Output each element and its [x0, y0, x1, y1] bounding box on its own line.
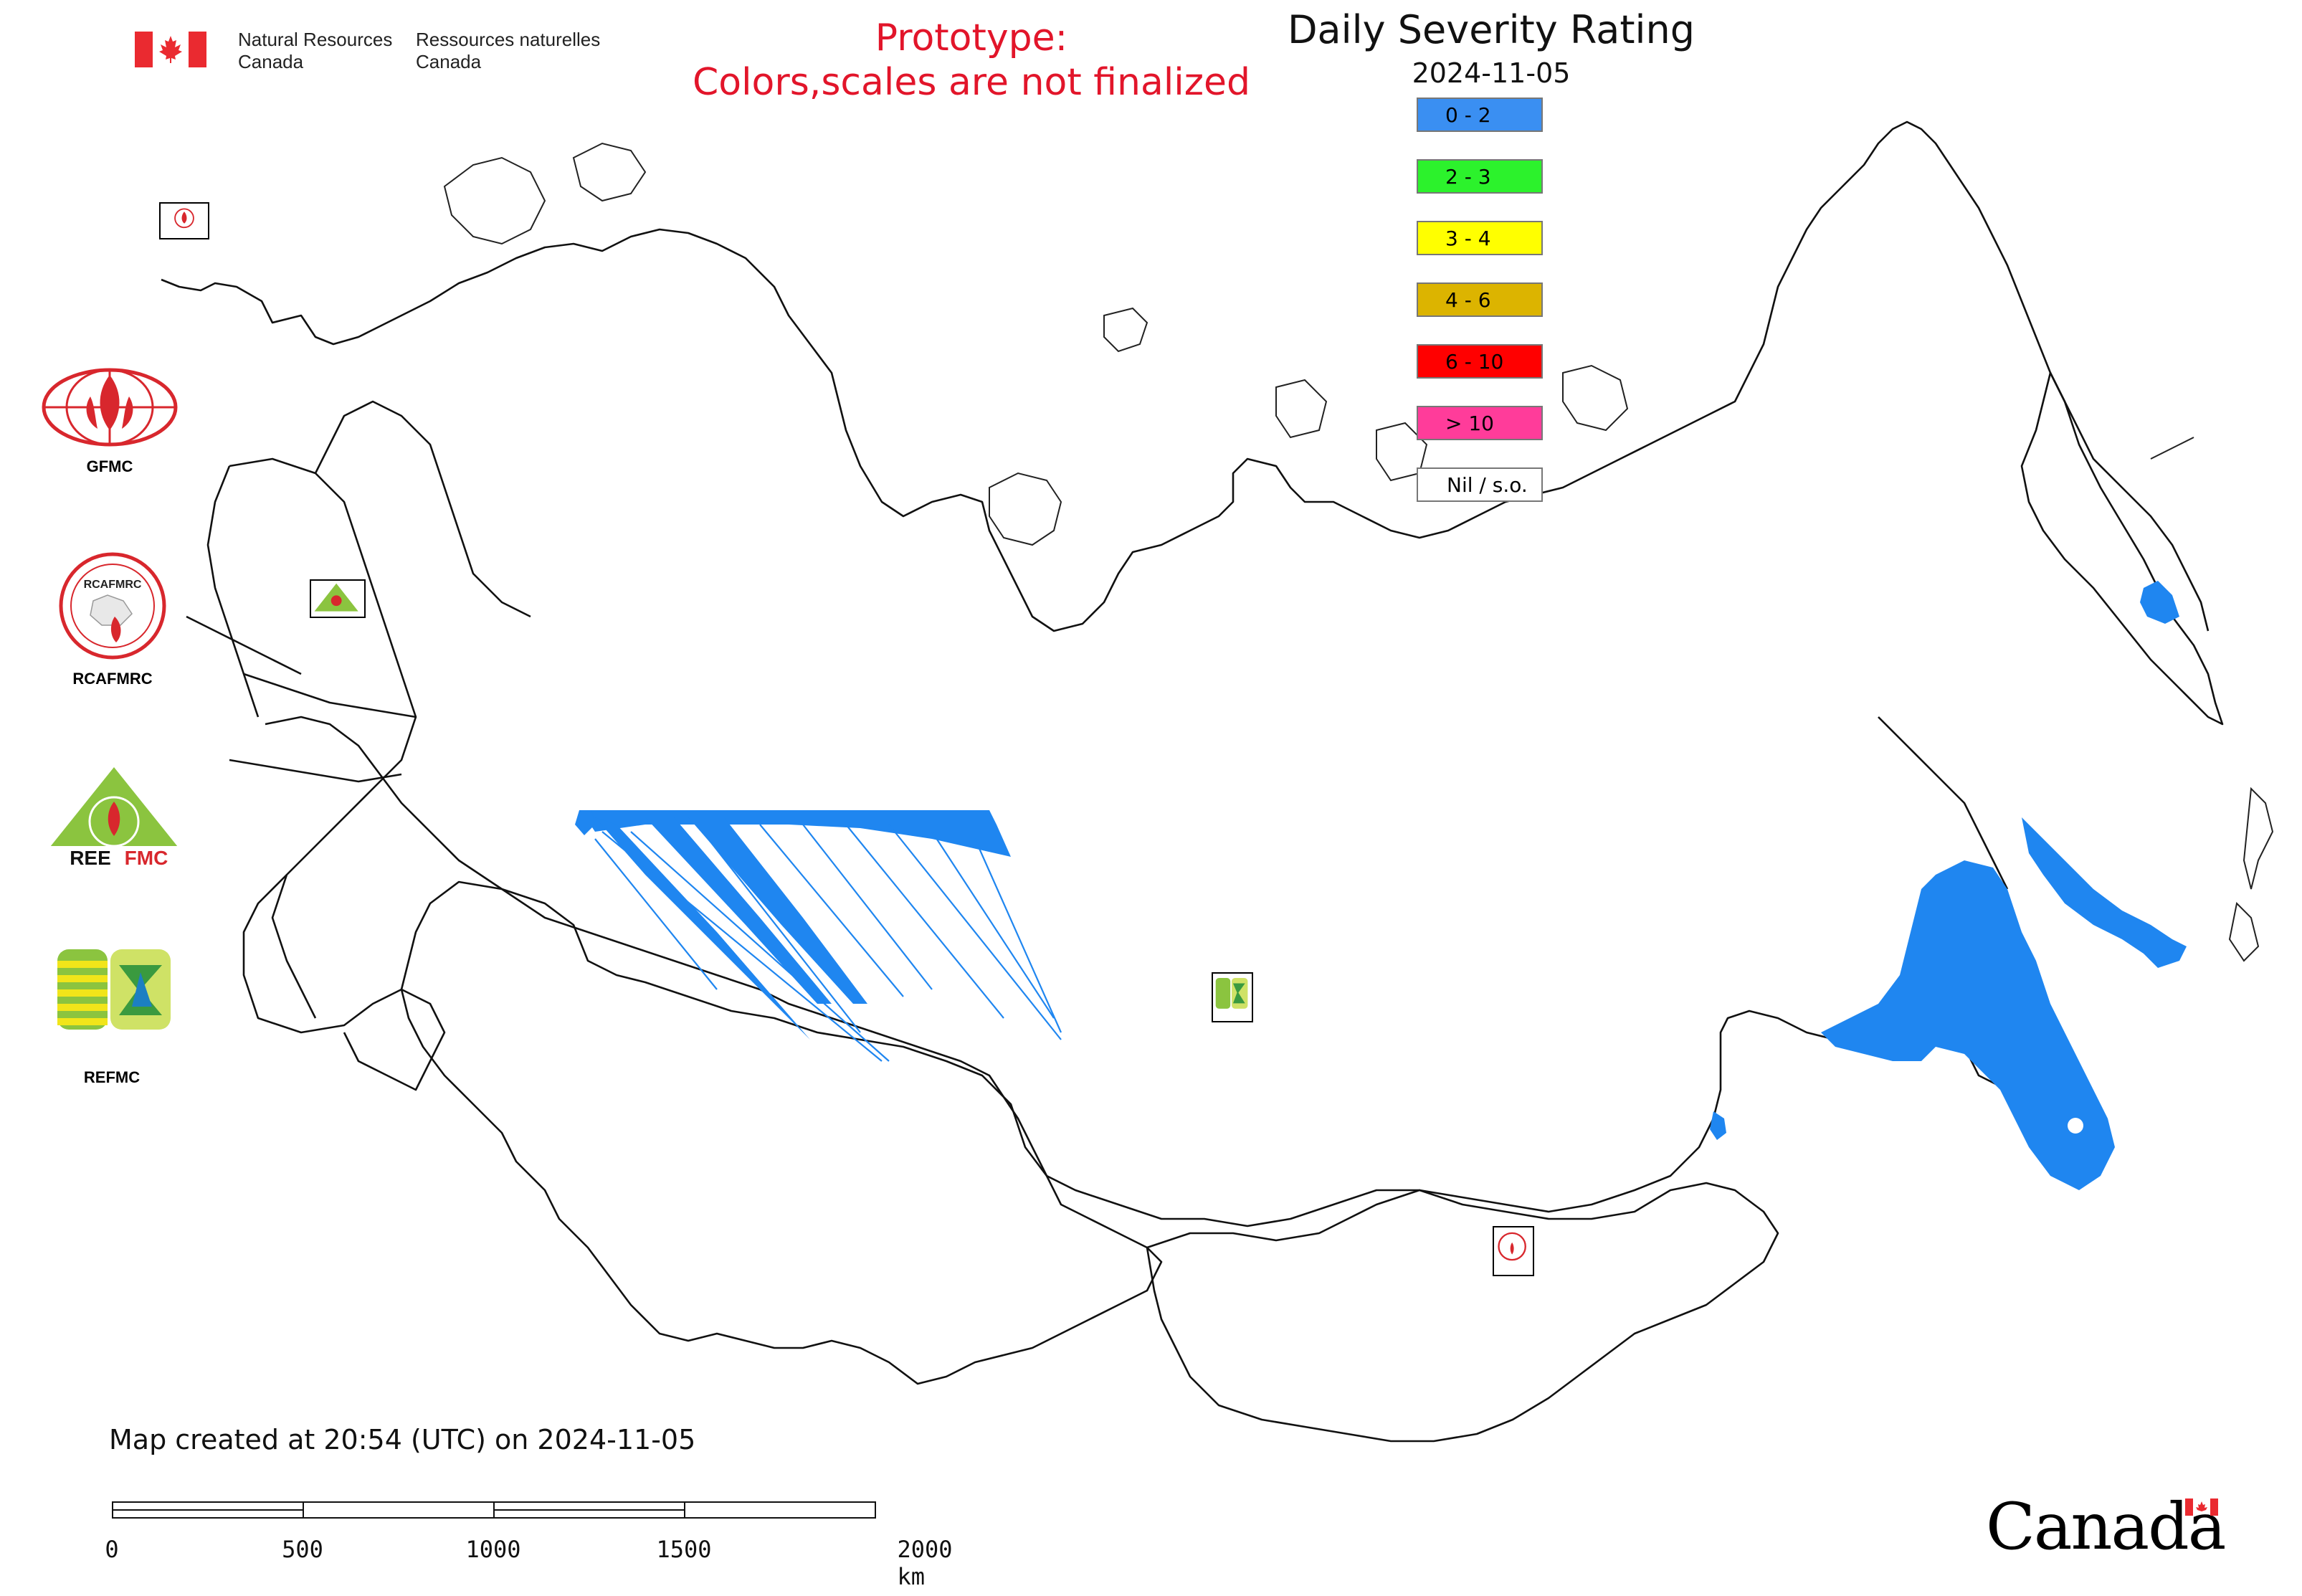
rcafmrc-logo-icon: RCAFMRC [57, 551, 168, 661]
legend-item: 4 - 6 [1417, 282, 1543, 317]
rcafmrc-small-marker [1493, 1226, 1534, 1276]
gfmc-label: GFMC [86, 457, 133, 475]
scale-label-0: 0 [105, 1536, 119, 1563]
canada-flag-icon [135, 32, 206, 67]
legend-item: 0 - 2 [1417, 98, 1543, 132]
scale-label-2000: 2000 km [897, 1536, 953, 1590]
refmc-small-marker [1212, 972, 1253, 1022]
legend-item-label: 6 - 10 [1445, 350, 1504, 374]
rcafmrc-label: RCAFMRC [72, 670, 153, 688]
country-borders [161, 120, 2274, 1443]
map-created-note: Map created at 20:54 (UTC) on 2024-11-05 [109, 1424, 696, 1455]
legend-item: 3 - 4 [1417, 221, 1543, 255]
map-date: 2024-11-05 [1412, 57, 1571, 89]
legend-item: Nil / s.o. [1417, 467, 1543, 502]
department-name-fr: Ressources naturelles Canada [416, 29, 601, 72]
government-signature: Natural Resources Canada Ressources natu… [135, 29, 608, 72]
scale-segment [303, 1501, 495, 1519]
scale-label-1500: 1500 [656, 1536, 712, 1563]
legend-item-label: 0 - 2 [1445, 103, 1491, 127]
refmc-label: REFMC [83, 1068, 141, 1086]
legend-item-label: 3 - 4 [1445, 227, 1491, 250]
legend-item: 2 - 3 [1417, 159, 1543, 194]
scale-segment [112, 1501, 304, 1519]
prototype-notice-line1: Prototype: [875, 16, 1068, 60]
canada-wordmark: Canada [1986, 1489, 2226, 1564]
scale-segment [684, 1501, 876, 1519]
legend-item-label: 2 - 3 [1445, 165, 1491, 189]
legend-item: 6 - 10 [1417, 344, 1543, 379]
svg-text:RCAFMRC: RCAFMRC [84, 579, 142, 591]
legend-item: > 10 [1417, 406, 1543, 440]
prototype-notice: Prototype: Colors,scales are not finaliz… [631, 16, 1312, 105]
scale-bar: 0 500 1000 1500 2000 km [105, 1501, 968, 1590]
gfmc-logo-icon [40, 364, 179, 450]
severity-areas [575, 581, 2187, 1190]
map-title: Daily Severity Rating [1287, 7, 1695, 52]
scale-segment [493, 1501, 685, 1519]
wordmark-flag-icon [2185, 1498, 2218, 1516]
svg-text:FMC: FMC [125, 847, 168, 869]
prototype-notice-line2: Colors,scales are not finalized [692, 61, 1251, 104]
gfmc-small-marker [159, 202, 209, 239]
scale-label-500: 500 [282, 1536, 323, 1563]
svg-text:REE: REE [70, 847, 111, 869]
legend-item-label: 4 - 6 [1445, 288, 1491, 312]
legend-item-label: Nil / s.o. [1447, 473, 1528, 497]
refmc-logo-icon [57, 944, 172, 1037]
legend-item-label: > 10 [1445, 412, 1494, 435]
map-title-block: Daily Severity Rating 2024-11-05 [1269, 4, 1713, 90]
department-name-en: Natural Resources Canada [238, 29, 393, 72]
reefmc-logo-icon: REE FMC [37, 764, 191, 870]
scale-label-1000: 1000 [465, 1536, 521, 1563]
reefmc-small-marker [310, 579, 366, 618]
